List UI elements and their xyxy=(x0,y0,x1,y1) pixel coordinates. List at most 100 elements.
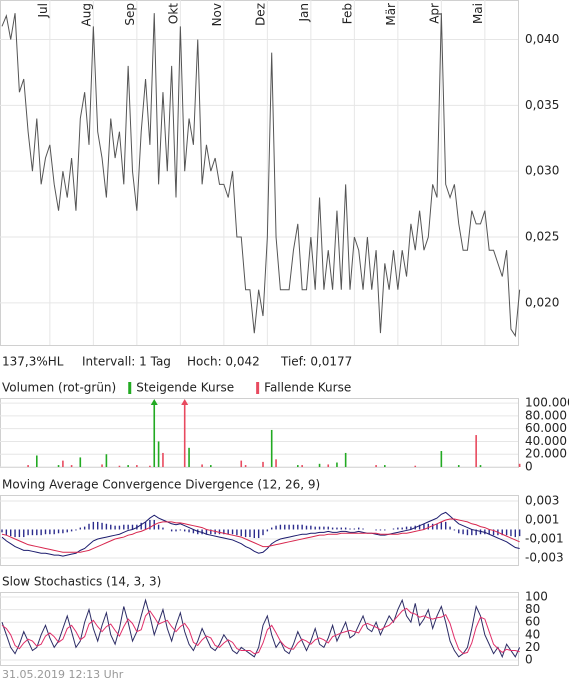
bar xyxy=(297,465,299,467)
bar xyxy=(297,524,299,530)
bar xyxy=(479,465,482,467)
bar xyxy=(457,465,460,467)
bar xyxy=(427,523,429,530)
bar xyxy=(240,529,242,537)
bar xyxy=(123,524,125,530)
bar xyxy=(79,457,82,467)
y-tick-label: 80 xyxy=(525,602,540,616)
bar xyxy=(14,529,16,538)
bar xyxy=(462,529,464,535)
overflow-arrow xyxy=(150,399,158,405)
bar xyxy=(10,529,12,537)
bar xyxy=(244,529,247,538)
bar xyxy=(514,529,516,538)
bar xyxy=(266,529,269,532)
y-tick-label: 100.000 xyxy=(525,396,569,410)
bar xyxy=(5,529,8,536)
bar xyxy=(271,527,273,530)
bar xyxy=(314,526,316,530)
bar xyxy=(518,463,521,467)
bar xyxy=(179,529,182,531)
bar xyxy=(57,529,60,534)
panel-title: Volumen (rot-grün) xyxy=(2,381,116,395)
bar xyxy=(49,529,51,535)
series-line xyxy=(1,511,520,557)
y-tick-label: -0,001 xyxy=(525,531,564,545)
footer: 31.05.2019 12:13 Uhr xyxy=(2,668,124,681)
y-tick-label: 0,020 xyxy=(525,295,559,309)
bar xyxy=(270,429,273,467)
bar xyxy=(188,447,190,467)
bar xyxy=(458,529,460,534)
bar xyxy=(292,524,295,530)
bar xyxy=(262,529,264,536)
bar xyxy=(310,525,312,530)
bar xyxy=(201,464,203,467)
x-tick-label: Mär xyxy=(384,3,398,26)
bar xyxy=(92,521,95,530)
y-tick-label: 0,035 xyxy=(525,98,559,112)
y-tick-label: 20.000 xyxy=(525,447,567,461)
bar xyxy=(18,529,21,538)
bar xyxy=(70,529,73,532)
x-tick-label: Aug xyxy=(79,3,93,26)
y-tick-label: 0,025 xyxy=(525,230,559,244)
y-tick-label: 40 xyxy=(525,627,540,641)
bar xyxy=(23,529,25,538)
legend-swatch xyxy=(128,382,132,394)
bar xyxy=(223,529,225,535)
bar xyxy=(162,452,164,467)
bar xyxy=(192,529,195,534)
bar xyxy=(144,521,147,530)
bar xyxy=(410,526,412,530)
bar xyxy=(397,527,399,530)
bar xyxy=(110,524,112,530)
bar xyxy=(279,524,282,530)
y-tick-label: 0,001 xyxy=(525,512,559,526)
bar xyxy=(505,529,508,536)
bar xyxy=(231,529,234,535)
annotation: Hoch: 0,042 xyxy=(187,355,260,369)
bar xyxy=(336,527,338,530)
x-tick-label: Apr xyxy=(427,3,441,24)
bar xyxy=(27,529,29,536)
bar xyxy=(118,465,121,467)
bar xyxy=(157,524,160,530)
bar xyxy=(275,525,277,530)
bar xyxy=(301,524,303,530)
legend-swatch xyxy=(256,382,260,394)
bar xyxy=(288,524,290,530)
bar xyxy=(244,465,247,467)
bar xyxy=(510,529,512,537)
bar xyxy=(466,529,469,536)
bar xyxy=(153,402,156,467)
bar xyxy=(210,529,212,535)
panel-title: Moving Average Convergence Divergence (1… xyxy=(2,478,320,492)
bar xyxy=(358,527,360,530)
overflow-arrow xyxy=(181,399,189,405)
bar xyxy=(344,452,347,467)
bar xyxy=(501,529,503,536)
bar xyxy=(118,525,121,530)
bar xyxy=(66,529,68,533)
bar xyxy=(114,525,116,530)
bar xyxy=(471,529,473,536)
bar xyxy=(105,454,108,467)
panel-frame xyxy=(0,0,519,346)
bar xyxy=(183,402,186,467)
bar xyxy=(140,522,142,530)
bar xyxy=(318,526,321,530)
bar xyxy=(210,465,212,467)
bar xyxy=(162,527,164,530)
series-line xyxy=(1,607,520,655)
bar xyxy=(440,451,443,467)
x-tick-label: Jan xyxy=(297,3,311,23)
x-tick-label: Jul xyxy=(36,3,50,18)
bar xyxy=(362,528,364,530)
bar xyxy=(379,529,382,531)
bar xyxy=(253,529,255,539)
x-tick-label: Sep xyxy=(123,3,137,26)
bar xyxy=(475,435,477,467)
bar xyxy=(70,465,73,467)
